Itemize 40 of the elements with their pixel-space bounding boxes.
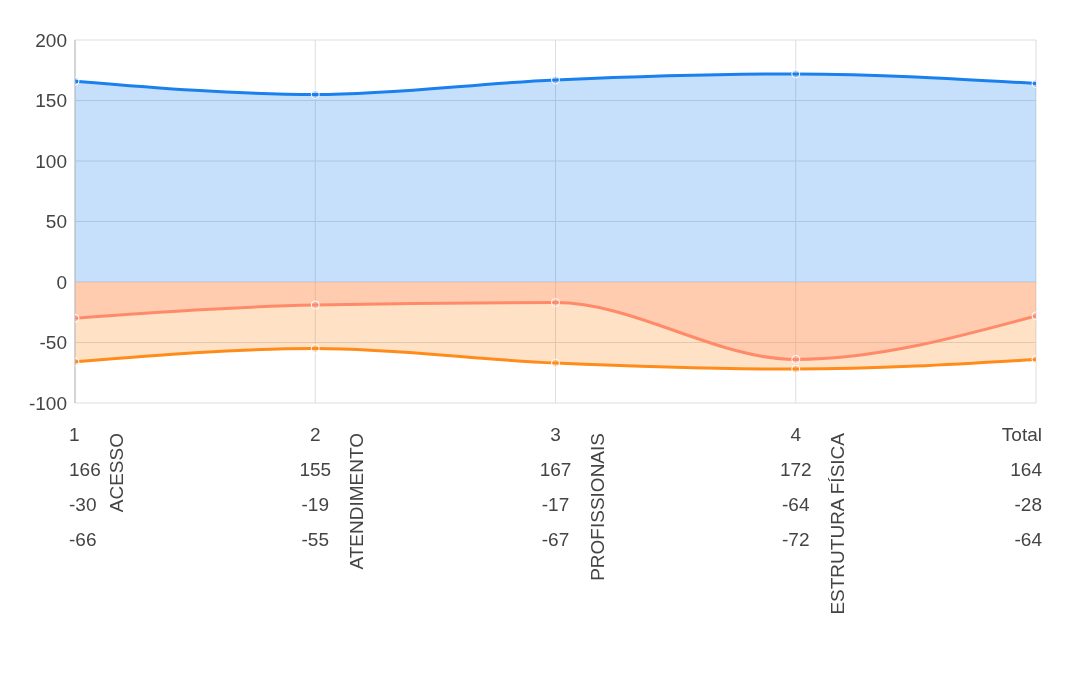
y-tick-label: 200 [35, 29, 67, 51]
x-tick-label: 1 [69, 424, 80, 445]
data-label: 167 [539, 459, 572, 480]
y-tick-label: 150 [35, 90, 67, 112]
text: ATENDIMENTO [346, 433, 368, 570]
point [791, 354, 801, 364]
data-label: 172 [779, 459, 812, 480]
text: ACESSO [106, 433, 127, 513]
y-tick-label: 100 [35, 150, 67, 172]
point [791, 69, 801, 79]
point [310, 344, 320, 354]
point [551, 298, 560, 308]
text: PROFISSIONAIS [586, 433, 608, 581]
data-label: -55 [301, 529, 329, 550]
data-label: -72 [782, 529, 810, 550]
y-tick-label: -100 [28, 392, 67, 414]
data-label: -64 [782, 494, 810, 515]
point [310, 89, 320, 99]
text: ESTRUTURA FÍSICA [826, 432, 848, 615]
y-tick-label: -50 [39, 332, 67, 354]
data-label: 155 [299, 459, 332, 480]
y-tick-label: 0 [56, 271, 67, 293]
y-tick-label: 50 [45, 211, 67, 233]
x-tick-label: 4 [790, 424, 802, 445]
data-label: 164 [1010, 459, 1043, 480]
data-label: -64 [1014, 529, 1043, 550]
x-tick-label: 2 [309, 424, 321, 445]
data-label: -30 [69, 494, 97, 515]
data-label: -19 [301, 494, 329, 515]
data-label: -67 [541, 529, 570, 550]
data-label: -66 [69, 529, 97, 550]
data-label: -17 [541, 494, 570, 515]
point [310, 300, 320, 310]
x-tick-label: 3 [550, 424, 561, 445]
point [551, 75, 560, 85]
data-label: -28 [1014, 494, 1042, 515]
point [551, 358, 560, 368]
point [791, 364, 801, 374]
data-label: 166 [69, 459, 101, 480]
x-tick-label: Total [1001, 424, 1042, 445]
